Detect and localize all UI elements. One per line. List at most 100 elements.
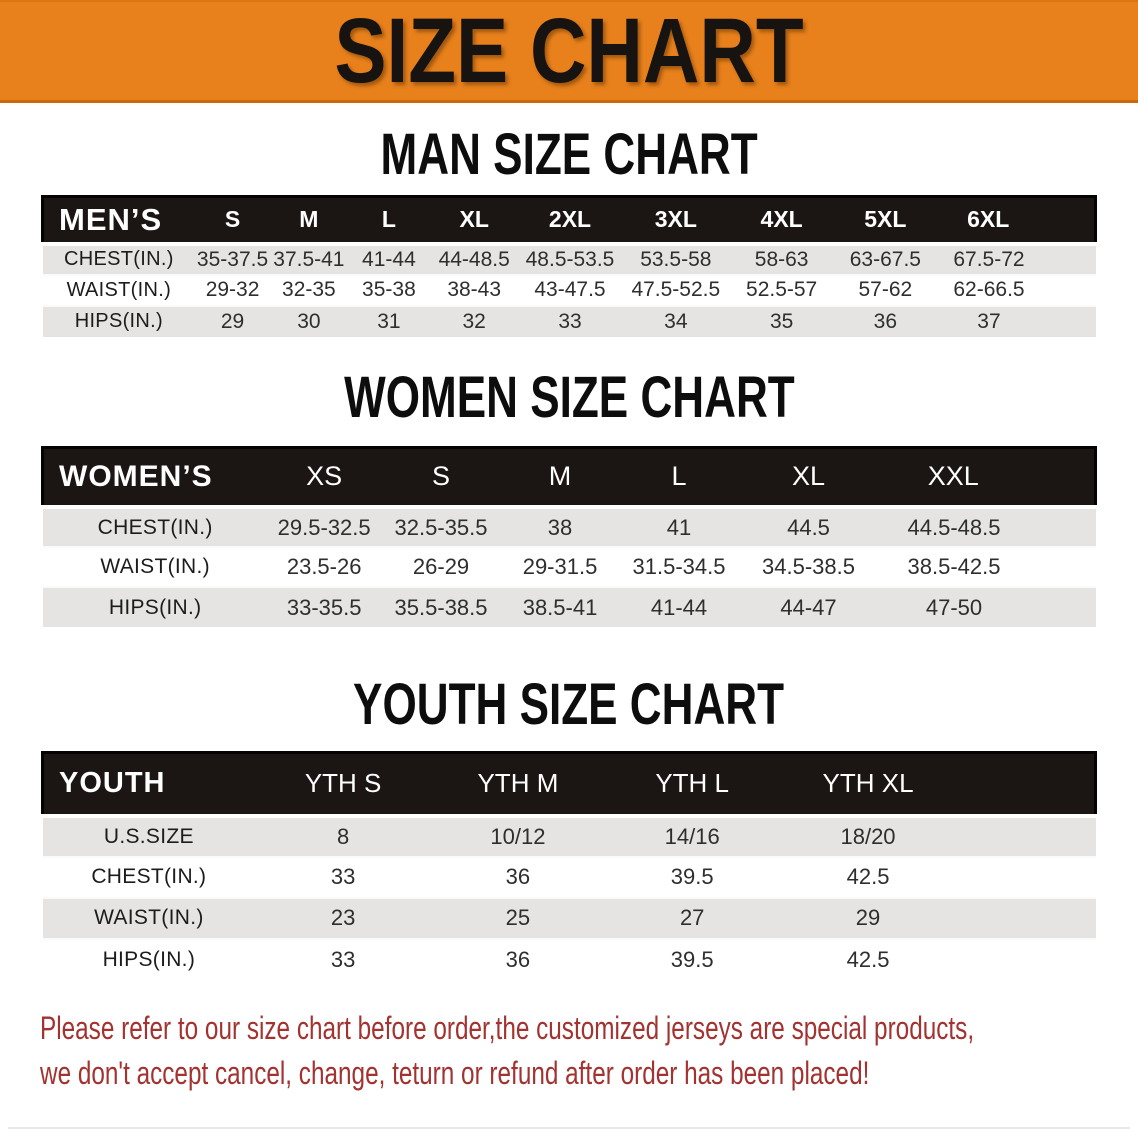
women-section: WOMEN SIZE CHART WOMEN’S XS S M L XL XXL CHEST(… (0, 368, 1138, 627)
measurement-row: HIPS(IN.) 33-35.5 35.5-38.5 38.5-41 41-44 44-… (42, 586, 1096, 627)
size-value-cell: 35.5-38.5 (380, 586, 502, 627)
table-header-row: MEN’S S M L XL 2XL 3XL 4XL 5XL 6XL (41, 195, 1098, 246)
size-value-cell: 44-47 (739, 586, 878, 627)
size-value-cell: 47-50 (877, 586, 1096, 627)
size-column-header: YTH S (255, 751, 432, 818)
measurement-row: WAIST(IN.) 23 25 27 29 (42, 896, 1096, 939)
size-value-cell: 41-44 (362, 247, 416, 271)
row-label-cell: HIPS(IN.) (42, 937, 256, 980)
measurement-row: WAIST(IN.) 23.5-26 26-29 29-31.5 31.5-34.5 34… (42, 546, 1096, 587)
row-label-cell: CHEST(IN.) (42, 855, 256, 898)
size-value-cell: 52.5-57 (730, 273, 834, 306)
banner-title: SIZE CHART (334, 0, 804, 102)
size-value-cell: 29 (779, 896, 957, 939)
size-value-cell: 35-38 (347, 273, 430, 306)
size-value-cell: 26-29 (380, 546, 502, 587)
size-column-header: 4XL (730, 195, 834, 246)
size-value-cell: 33 (518, 304, 622, 337)
women-section-heading: WOMEN SIZE CHART (0, 368, 1138, 426)
measurement-row: CHEST(IN.) 35-37.5 37.5-41 41-44 44-48.5 48.5… (42, 243, 1096, 275)
size-value-cell: 44.5 (787, 514, 830, 540)
size-value-cell: 33 (255, 855, 432, 898)
size-value-cell: 39.5 (604, 855, 780, 898)
size-column-header: XS (267, 445, 381, 509)
size-value-cell: 53.5-58 (640, 247, 712, 271)
youth-section: YOUTH SIZE CHART YOUTH YTH S YTH M YTH L YTH… (0, 672, 1138, 980)
measurement-row: U.S.SIZE 8 10/12 14/16 18/20 (42, 815, 1096, 857)
men-section-heading: MAN SIZE CHART (0, 122, 1138, 187)
size-value-cell: 42.5 (779, 937, 957, 980)
size-value-cell: 37.5-41 (273, 247, 345, 271)
size-value-cell: 67.5-72 (953, 247, 1025, 271)
measurement-row: CHEST(IN.) 33 36 39.5 42.5 (42, 855, 1096, 898)
men-size-table: MEN’S S M L XL 2XL 3XL 4XL 5XL 6XL CHEST(IN.) 35-37… (41, 195, 1098, 337)
row-label-cell: CHEST(IN.) (64, 248, 174, 270)
size-column-header: YTH M (431, 751, 605, 818)
size-column-header: XL (429, 195, 519, 246)
filler-cell (956, 937, 1096, 980)
size-value-cell: 32 (429, 304, 519, 337)
size-value-cell: 39.5 (604, 937, 780, 980)
size-value-cell: 25 (431, 896, 605, 939)
size-value-cell: 27 (604, 896, 780, 939)
size-value-cell: 31 (347, 304, 430, 337)
size-value-cell: 38.5-41 (501, 586, 619, 627)
row-label-cell: WAIST(IN.) (42, 546, 268, 587)
size-value-cell: 43-47.5 (518, 273, 622, 306)
size-column-header: 3XL (621, 195, 731, 246)
men-section-heading-text: MAN SIZE CHART (380, 122, 758, 187)
size-column-header: XXL (877, 445, 1098, 509)
size-column-header: S (195, 195, 270, 246)
size-column-header: M (501, 445, 619, 509)
size-value-cell: 36 (431, 937, 605, 980)
size-value-cell: 32-35 (269, 273, 348, 306)
size-value-cell: 23 (255, 896, 432, 939)
youth-section-heading-text: YOUTH SIZE CHART (353, 672, 785, 737)
table-title-cell: WOMEN’S (40, 445, 268, 509)
size-column-header: XL (739, 445, 878, 509)
disclaimer-line-1: Please refer to our size chart before or… (40, 1006, 1138, 1051)
row-label-cell: HIPS(IN.) (42, 586, 268, 627)
size-value-cell: 31.5-34.5 (618, 546, 740, 587)
youth-size-table: YOUTH YTH S YTH M YTH L YTH XL U.S.SIZE 8 10/12… (41, 751, 1098, 980)
women-size-table: WOMEN’S XS S M L XL XXL CHEST(IN.) 29.5-32.5 32.5… (40, 445, 1098, 627)
size-value-cell: 57-62 (833, 273, 938, 306)
size-column-header: 6XL (937, 195, 1098, 246)
size-value-cell: 14/16 (664, 823, 720, 849)
disclaimer: Please refer to our size chart before or… (0, 1006, 1138, 1096)
size-chart-banner: SIZE CHART (0, 0, 1138, 103)
size-value-cell: 47.5-52.5 (621, 273, 731, 306)
size-value-cell: 38-43 (429, 273, 519, 306)
size-value-cell: 30 (269, 304, 348, 337)
table-header-row: WOMEN’S XS S M L XL XXL (40, 445, 1098, 509)
disclaimer-line-2: we don't accept cancel, change, teturn o… (40, 1051, 1138, 1096)
size-value-cell: 35 (730, 304, 834, 337)
size-value-cell: 34.5-38.5 (739, 546, 878, 587)
size-value-cell: 41-44 (618, 586, 740, 627)
measurement-row: HIPS(IN.) 33 36 39.5 42.5 (42, 937, 1096, 980)
table-title-cell: YOUTH (41, 751, 256, 818)
size-value-cell: 36 (833, 304, 938, 337)
bottom-edge-divider (8, 1127, 1130, 1129)
size-value-cell: 63-67.5 (849, 247, 921, 271)
size-column-header: YTH XL (779, 751, 957, 818)
size-column-header: YTH L (604, 751, 780, 818)
size-value-cell: 62-66.5 (937, 273, 1096, 306)
filler-cell (956, 855, 1096, 898)
table-header-row: YOUTH YTH S YTH M YTH L YTH XL (41, 751, 1098, 818)
youth-section-heading: YOUTH SIZE CHART (0, 672, 1138, 737)
size-value-cell: 10/12 (490, 823, 546, 849)
row-label-cell: HIPS(IN.) (42, 304, 196, 337)
measurement-row: HIPS(IN.) 29 30 31 32 33 34 35 36 37 (42, 304, 1096, 337)
size-value-cell: 23.5-26 (267, 546, 381, 587)
size-value-cell: 44-48.5 (438, 247, 510, 271)
size-value-cell: 35-37.5 (196, 247, 269, 271)
size-column-header: L (347, 195, 430, 246)
size-value-cell: 33-35.5 (267, 586, 381, 627)
size-value-cell: 41 (666, 514, 692, 540)
size-column-header: 2XL (518, 195, 622, 246)
size-value-cell: 58-63 (754, 247, 809, 271)
size-value-cell: 38.5-42.5 (877, 546, 1096, 587)
size-value-cell: 29-32 (195, 273, 270, 306)
measurement-row: CHEST(IN.) 29.5-32.5 32.5-35.5 38 41 44.5 44.5… (42, 507, 1096, 547)
